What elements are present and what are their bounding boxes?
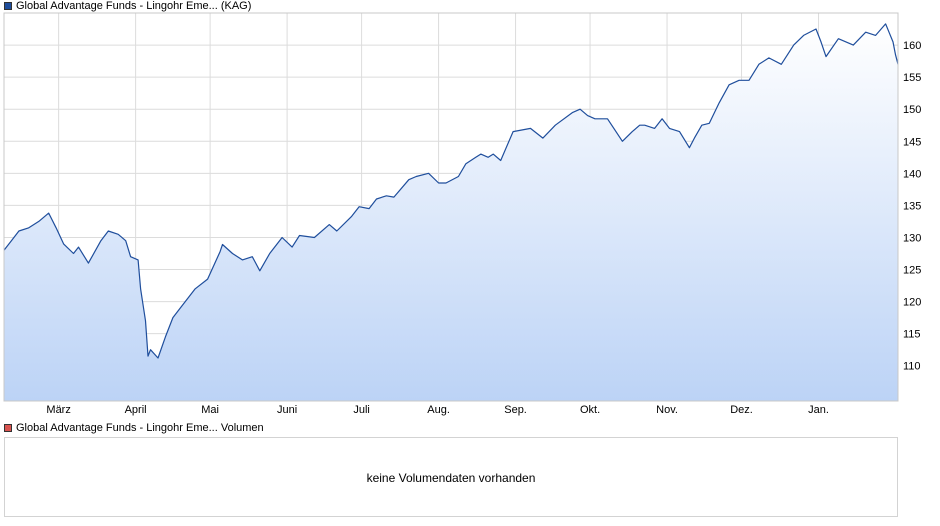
y-tick-label: 140 [903,168,921,180]
volume-empty-message: keine Volumendaten vorhanden [366,471,536,485]
y-tick-label: 155 [903,72,921,84]
x-tick-label: Sep. [504,404,527,416]
y-tick-label: 145 [903,136,921,148]
x-tick-label: Nov. [656,404,678,416]
y-tick-label: 150 [903,104,921,116]
volume-legend: Global Advantage Funds - Lingohr Eme... … [4,422,264,434]
volume-legend-swatch [4,424,12,432]
price-legend: Global Advantage Funds - Lingohr Eme... … [4,0,251,12]
x-tick-label: Aug. [427,404,450,416]
price-legend-label: Global Advantage Funds - Lingohr Eme... … [16,0,252,12]
price-area-fill [4,23,898,402]
volume-panel: keine Volumendaten vorhanden [4,437,898,517]
x-tick-label: Juli [353,404,370,416]
y-tick-label: 160 [903,40,921,52]
chart-border [3,12,899,402]
y-tick-label: 120 [903,297,921,309]
y-tick-label: 135 [903,200,921,212]
y-tick-label: 130 [903,232,921,244]
price-series-line [3,23,899,359]
x-tick-label: April [125,404,147,416]
volume-legend-label: Global Advantage Funds - Lingohr Eme... … [16,422,264,434]
x-tick-label: März [46,404,70,416]
x-tick-label: Jan. [808,404,829,416]
price-chart: ARIVA.DE 1101151201251301351401451501551… [3,12,921,416]
y-tick-label: 110 [903,361,921,373]
x-tick-label: Mai [201,404,219,416]
x-tick-label: Okt. [580,404,600,416]
x-tick-label: Dez. [730,404,753,416]
y-tick-label: 115 [903,329,921,341]
price-legend-swatch [4,2,12,10]
y-tick-label: 125 [903,265,921,277]
x-tick-label: Juni [277,404,297,416]
